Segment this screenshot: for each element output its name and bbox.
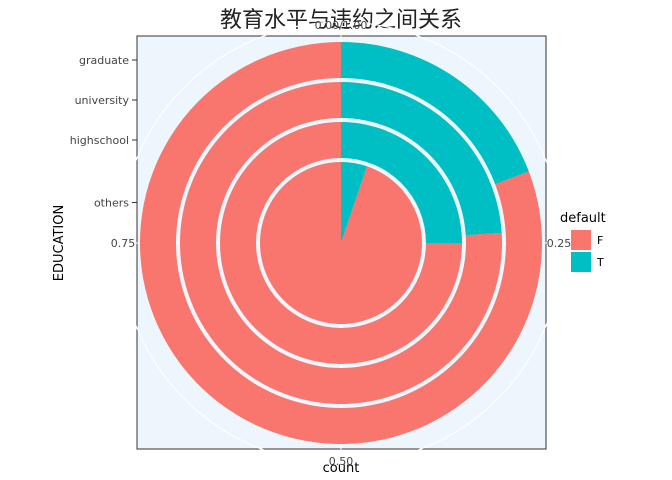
angle-ticks: 0.00/1.00 0.25 0.50 0.75 bbox=[111, 19, 572, 468]
ring-segment-university-T bbox=[341, 82, 502, 236]
y-tick-label: graduate bbox=[79, 54, 129, 67]
y-tick-label: highschool bbox=[70, 134, 129, 147]
y-axis-ticks: others highschool university graduate bbox=[70, 54, 137, 210]
legend-title: default bbox=[560, 211, 606, 226]
ring-segment-highschool-T bbox=[341, 122, 462, 243]
ring-segment-others-F bbox=[260, 162, 422, 325]
angle-tick-label: 0.25 bbox=[547, 237, 572, 250]
angle-tick-label: 0.00/1.00 bbox=[315, 19, 368, 32]
y-axis-title: EDUCATION bbox=[52, 205, 67, 281]
data-rings bbox=[139, 42, 542, 445]
legend-label: F bbox=[597, 234, 603, 247]
ring-segment-others-T bbox=[341, 162, 367, 243]
ring-segment-highschool-F bbox=[220, 122, 462, 364]
y-tick-label: others bbox=[94, 197, 129, 210]
angle-tick-label: 0.75 bbox=[111, 237, 136, 250]
y-tick-label: university bbox=[75, 94, 130, 107]
x-axis-title: count bbox=[323, 461, 360, 476]
legend-label: T bbox=[596, 256, 604, 269]
legend: FT bbox=[571, 230, 604, 272]
ring-segment-graduate-T bbox=[341, 42, 529, 185]
legend-key-F bbox=[571, 230, 591, 250]
angle-tick-label: 0.50 bbox=[329, 455, 354, 468]
legend-key-T bbox=[571, 252, 591, 272]
